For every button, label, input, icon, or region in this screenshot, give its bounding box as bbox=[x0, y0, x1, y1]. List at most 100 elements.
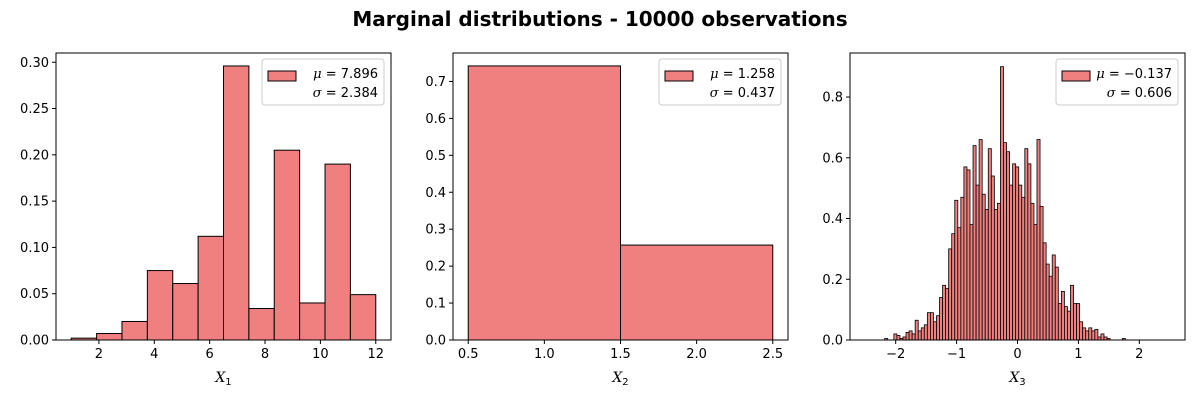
histogram-bar bbox=[96, 333, 123, 341]
histogram-bar bbox=[905, 332, 910, 341]
histogram-bar bbox=[942, 284, 947, 341]
histogram-bar bbox=[1088, 327, 1093, 341]
x-axis-label: X2 bbox=[611, 370, 628, 388]
histogram-bar bbox=[914, 319, 919, 341]
axes-frame bbox=[55, 52, 392, 341]
histogram-bar bbox=[324, 163, 351, 341]
histogram-bar bbox=[1094, 328, 1099, 341]
x-tick-label: 12 bbox=[367, 347, 384, 362]
histogram-bar bbox=[1070, 284, 1074, 341]
y-tick-label: 0.7 bbox=[425, 75, 446, 90]
histogram-bar bbox=[197, 235, 224, 341]
y-tick-label: 0.0 bbox=[822, 334, 843, 349]
y-tick-label: 0.4 bbox=[822, 212, 843, 227]
histogram-bar bbox=[911, 333, 916, 341]
histogram-bar bbox=[1048, 275, 1053, 341]
histogram-bar bbox=[172, 283, 199, 341]
legend: μ = −0.137 σ = 0.606 bbox=[1055, 58, 1179, 106]
histogram-bar bbox=[972, 145, 977, 341]
x-tick-label: 2.0 bbox=[686, 347, 707, 362]
histogram-bar bbox=[1085, 330, 1090, 341]
histogram-bar bbox=[981, 193, 986, 341]
histogram-bar bbox=[1024, 148, 1029, 341]
legend-sigma: σ = 0.437 bbox=[710, 86, 775, 101]
histogram-bar bbox=[1057, 303, 1062, 341]
y-tick-label: 0.10 bbox=[20, 241, 49, 256]
histogram-bar bbox=[984, 209, 989, 341]
y-tick-label: 0.25 bbox=[20, 102, 49, 117]
y-tick-label: 0.6 bbox=[822, 151, 843, 166]
histogram-bar bbox=[349, 294, 377, 341]
histogram-bar bbox=[1039, 205, 1044, 341]
histogram-bar bbox=[1042, 242, 1047, 341]
histogram-bar bbox=[975, 184, 980, 341]
legend-swatch bbox=[267, 70, 297, 82]
y-tick-label: 0.5 bbox=[425, 149, 446, 164]
histogram-bar bbox=[948, 248, 953, 341]
y-tick-label: 0.00 bbox=[20, 334, 49, 349]
x-tick-label: 0.5 bbox=[458, 347, 479, 362]
histogram-bar bbox=[954, 199, 959, 341]
histogram-bar bbox=[993, 209, 998, 341]
histogram-bar bbox=[467, 65, 621, 341]
y-tick-label: 0.2 bbox=[425, 260, 446, 275]
histogram-bar bbox=[1018, 184, 1023, 341]
legend-swatch bbox=[664, 70, 694, 82]
histogram-bar bbox=[121, 320, 148, 341]
histogram-bar bbox=[896, 335, 901, 341]
y-tick-label: 0.05 bbox=[20, 287, 49, 302]
x-tick-label: 4 bbox=[150, 347, 158, 362]
histogram-bar bbox=[1006, 151, 1010, 341]
x-tick-label: −1 bbox=[947, 347, 966, 362]
histogram-bar bbox=[917, 330, 922, 341]
histogram-bar bbox=[987, 148, 992, 341]
histogram-bar bbox=[939, 297, 943, 341]
histogram-bar bbox=[908, 330, 913, 341]
histogram-bar bbox=[978, 139, 983, 341]
legend: μ = 1.258 σ = 0.437 bbox=[658, 58, 782, 106]
histogram-bar bbox=[945, 287, 950, 341]
legend-mu: μ = 7.896 bbox=[313, 67, 378, 82]
y-tick-label: 0.3 bbox=[425, 223, 446, 238]
histogram-bar bbox=[1015, 166, 1020, 341]
y-tick-label: 0.8 bbox=[822, 91, 843, 106]
x-tick-label: 2.5 bbox=[762, 347, 783, 362]
histogram-bar bbox=[960, 196, 965, 341]
x-tick-label: 1 bbox=[1074, 347, 1082, 362]
y-tick-label: 0.4 bbox=[425, 186, 446, 201]
y-tick-label: 0.6 bbox=[425, 112, 446, 127]
histogram-bar bbox=[923, 324, 928, 341]
subplot-3: −2 −1 0 1 2 0.0 0.2 0.4 0.6 0.8 X3 μ = −0.137 σ = 0.… bbox=[822, 52, 1186, 388]
legend-mu: μ = 1.258 bbox=[710, 67, 775, 82]
y-tick-label: 0.0 bbox=[425, 334, 446, 349]
histogram-bar bbox=[1054, 266, 1059, 341]
histogram-bars bbox=[884, 66, 1126, 341]
histogram-bar bbox=[1045, 263, 1050, 341]
histogram-bar bbox=[933, 321, 937, 341]
histogram-bar bbox=[146, 270, 174, 341]
legend-sigma: σ = 2.384 bbox=[313, 86, 378, 101]
x-tick-label: 2 bbox=[95, 347, 103, 362]
histogram-bar bbox=[963, 166, 968, 341]
histogram-bars bbox=[467, 65, 774, 341]
histogram-bar bbox=[997, 202, 1001, 341]
histogram-bar bbox=[1091, 330, 1096, 341]
histogram-bar bbox=[930, 312, 934, 341]
figure-title: Marginal distributions - 10000 observati… bbox=[352, 7, 847, 31]
x-axis-label: X1 bbox=[214, 370, 231, 388]
histogram-bar bbox=[1021, 196, 1026, 341]
y-tick-label: 0.30 bbox=[20, 56, 49, 71]
x-tick-label: 8 bbox=[261, 347, 269, 362]
histogram-bar bbox=[1000, 66, 1004, 341]
legend-mu: μ = −0.137 bbox=[1096, 67, 1172, 82]
legend-sigma: σ = 0.606 bbox=[1107, 86, 1172, 101]
histogram-bar bbox=[1027, 163, 1032, 341]
x-tick-label: 0 bbox=[1013, 347, 1021, 362]
histogram-bar bbox=[248, 308, 275, 341]
histogram-bar bbox=[951, 233, 956, 341]
histogram-bar bbox=[1082, 327, 1087, 341]
histogram-bar bbox=[1079, 321, 1084, 341]
histogram-bar bbox=[1009, 184, 1014, 341]
x-tick-label: 1.5 bbox=[610, 347, 631, 362]
